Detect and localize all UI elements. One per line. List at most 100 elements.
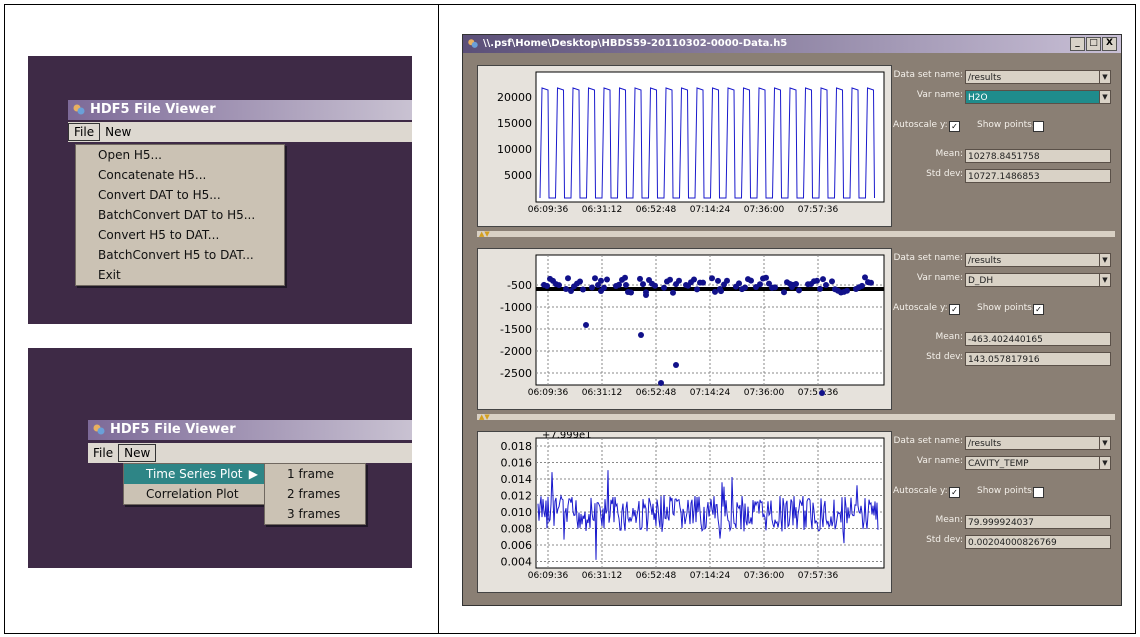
var-select[interactable]: CAVITY_TEMP ▼ bbox=[965, 456, 1111, 470]
app-title: HDF5 File Viewer bbox=[90, 102, 216, 117]
data-point bbox=[748, 277, 754, 284]
dataset-label: Data set name: bbox=[893, 436, 963, 446]
x-tick-label: 06:31:12 bbox=[582, 571, 622, 581]
triangle-icon[interactable]: ▲▼ bbox=[479, 230, 490, 238]
y-tick-label: 0.014 bbox=[501, 473, 533, 486]
chevron-down-icon[interactable]: ▼ bbox=[1099, 71, 1110, 83]
frames-menu-item[interactable]: 1 frame bbox=[287, 467, 335, 481]
file-menu-item[interactable]: Convert H5 to DAT... bbox=[98, 228, 220, 242]
stddev-field[interactable]: 143.057817916 bbox=[965, 352, 1111, 366]
data-point bbox=[709, 275, 715, 282]
y-tick-label: 0.016 bbox=[501, 457, 533, 470]
splitter-handle[interactable]: ▲▼ bbox=[477, 230, 1115, 238]
mean-field[interactable]: 10278.8451758 bbox=[965, 149, 1111, 163]
new-menu-item[interactable]: Time Series Plot ▶ bbox=[124, 464, 264, 484]
data-point bbox=[796, 287, 802, 294]
data-point bbox=[544, 282, 550, 289]
autoscale-checkbox[interactable]: ✓ bbox=[949, 304, 960, 315]
showpoints-label: Show points: bbox=[977, 120, 1035, 130]
chevron-down-icon[interactable]: ▼ bbox=[1099, 437, 1110, 449]
chevron-down-icon[interactable]: ▼ bbox=[1099, 274, 1110, 286]
data-point bbox=[589, 284, 595, 291]
autoscale-checkbox[interactable]: ✓ bbox=[949, 487, 960, 498]
data-point bbox=[661, 284, 667, 291]
data-point bbox=[628, 289, 634, 296]
menu-new[interactable]: New bbox=[118, 444, 157, 462]
data-point bbox=[640, 281, 646, 288]
new-menu-dropdown: Time Series Plot ▶ Correlation Plot bbox=[123, 463, 265, 505]
stddev-label: Std dev: bbox=[926, 352, 963, 362]
stddev-field-value: 0.00204000826769 bbox=[968, 538, 1057, 548]
chevron-right-icon: ▶ bbox=[248, 467, 258, 481]
var-label: Var name: bbox=[916, 90, 963, 100]
frames-submenu: 1 frame 2 frames 3 frames bbox=[264, 463, 366, 525]
menu-file[interactable]: File bbox=[68, 123, 101, 141]
y-tick-label: 0.006 bbox=[501, 539, 533, 552]
splitter-handle[interactable]: ▲▼ bbox=[477, 413, 1115, 421]
file-menu-item[interactable]: Concatenate H5... bbox=[98, 168, 207, 182]
stddev-field[interactable]: 10727.1486853 bbox=[965, 169, 1111, 183]
stddev-field[interactable]: 0.00204000826769 bbox=[965, 535, 1111, 549]
dataset-select-value: /results bbox=[968, 73, 1002, 83]
mean-field[interactable]: -463.402440165 bbox=[965, 332, 1111, 346]
plot-panel: 06:09:36 06:31:12 06:52:48 07:14:24 07:36:00… bbox=[477, 65, 892, 227]
data-point bbox=[638, 332, 644, 338]
menubar-2: File New bbox=[88, 443, 412, 463]
dataset-select[interactable]: /results ▼ bbox=[965, 436, 1111, 450]
data-point bbox=[717, 286, 723, 292]
data-point bbox=[623, 282, 629, 288]
close-button[interactable]: X bbox=[1102, 37, 1117, 51]
file-menu-item[interactable]: Open H5... bbox=[98, 148, 162, 162]
triangle-icon[interactable]: ▲▼ bbox=[479, 413, 490, 421]
var-select-value: CAVITY_TEMP bbox=[968, 459, 1029, 469]
chevron-down-icon[interactable]: ▼ bbox=[1099, 254, 1110, 266]
var-select[interactable]: D_DH ▼ bbox=[965, 273, 1111, 287]
dataset-select[interactable]: /results ▼ bbox=[965, 70, 1111, 84]
data-point bbox=[742, 284, 748, 291]
chevron-down-icon[interactable]: ▼ bbox=[1099, 91, 1110, 103]
app-icon bbox=[73, 104, 85, 115]
menu-file[interactable]: File bbox=[93, 446, 114, 460]
var-label: Var name: bbox=[916, 273, 963, 283]
stddev-field-value: 143.057817916 bbox=[968, 355, 1040, 365]
file-menu-item[interactable]: BatchConvert DAT to H5... bbox=[98, 208, 256, 222]
y-tick-label: 15000 bbox=[497, 117, 532, 130]
data-point bbox=[844, 287, 850, 294]
showpoints-checkbox[interactable] bbox=[1033, 121, 1044, 132]
file-menu-item[interactable]: Convert DAT to H5... bbox=[98, 188, 221, 202]
y-tick-label: 10000 bbox=[497, 143, 532, 156]
showpoints-checkbox[interactable]: ✓ bbox=[1033, 304, 1044, 315]
autoscale-checkbox[interactable]: ✓ bbox=[949, 121, 960, 132]
data-point bbox=[715, 277, 721, 284]
var-label: Var name: bbox=[916, 456, 963, 466]
data-point bbox=[868, 279, 874, 286]
new-menu-screenshot: HDF5 File Viewer File New Time Series Plo… bbox=[28, 348, 412, 568]
frames-menu-item[interactable]: 2 frames bbox=[287, 487, 341, 501]
data-point bbox=[859, 282, 865, 289]
app-titlebar: HDF5 File Viewer bbox=[68, 100, 412, 120]
file-menu-item[interactable]: Exit bbox=[98, 268, 121, 282]
data-point bbox=[763, 274, 769, 281]
mean-field[interactable]: 79.999924037 bbox=[965, 515, 1111, 529]
frames-menu-item[interactable]: 3 frames bbox=[287, 507, 341, 521]
menu-new[interactable]: New bbox=[105, 125, 132, 139]
chevron-down-icon[interactable]: ▼ bbox=[1099, 457, 1110, 469]
data-point bbox=[819, 390, 825, 396]
var-select[interactable]: H2O ▼ bbox=[965, 90, 1111, 104]
minimize-button[interactable]: _ bbox=[1070, 37, 1085, 51]
showpoints-checkbox[interactable] bbox=[1033, 487, 1044, 498]
showpoints-label: Show points: bbox=[977, 303, 1035, 313]
data-point bbox=[616, 281, 622, 288]
data-point bbox=[789, 284, 795, 290]
dataset-select[interactable]: /results ▼ bbox=[965, 253, 1111, 267]
data-point bbox=[565, 275, 571, 282]
data-point bbox=[781, 289, 787, 296]
file-menu-item[interactable]: BatchConvert H5 to DAT... bbox=[98, 248, 254, 262]
data-point bbox=[577, 278, 583, 285]
new-menu-item[interactable]: Correlation Plot bbox=[146, 487, 239, 501]
data-point bbox=[753, 284, 759, 290]
data-point bbox=[637, 275, 643, 282]
x-tick-label: 07:14:24 bbox=[690, 571, 731, 581]
window-title: \\.psf\Home\Desktop\HBDS59-20110302-0000… bbox=[483, 38, 788, 49]
maximize-button[interactable]: □ bbox=[1086, 37, 1101, 51]
